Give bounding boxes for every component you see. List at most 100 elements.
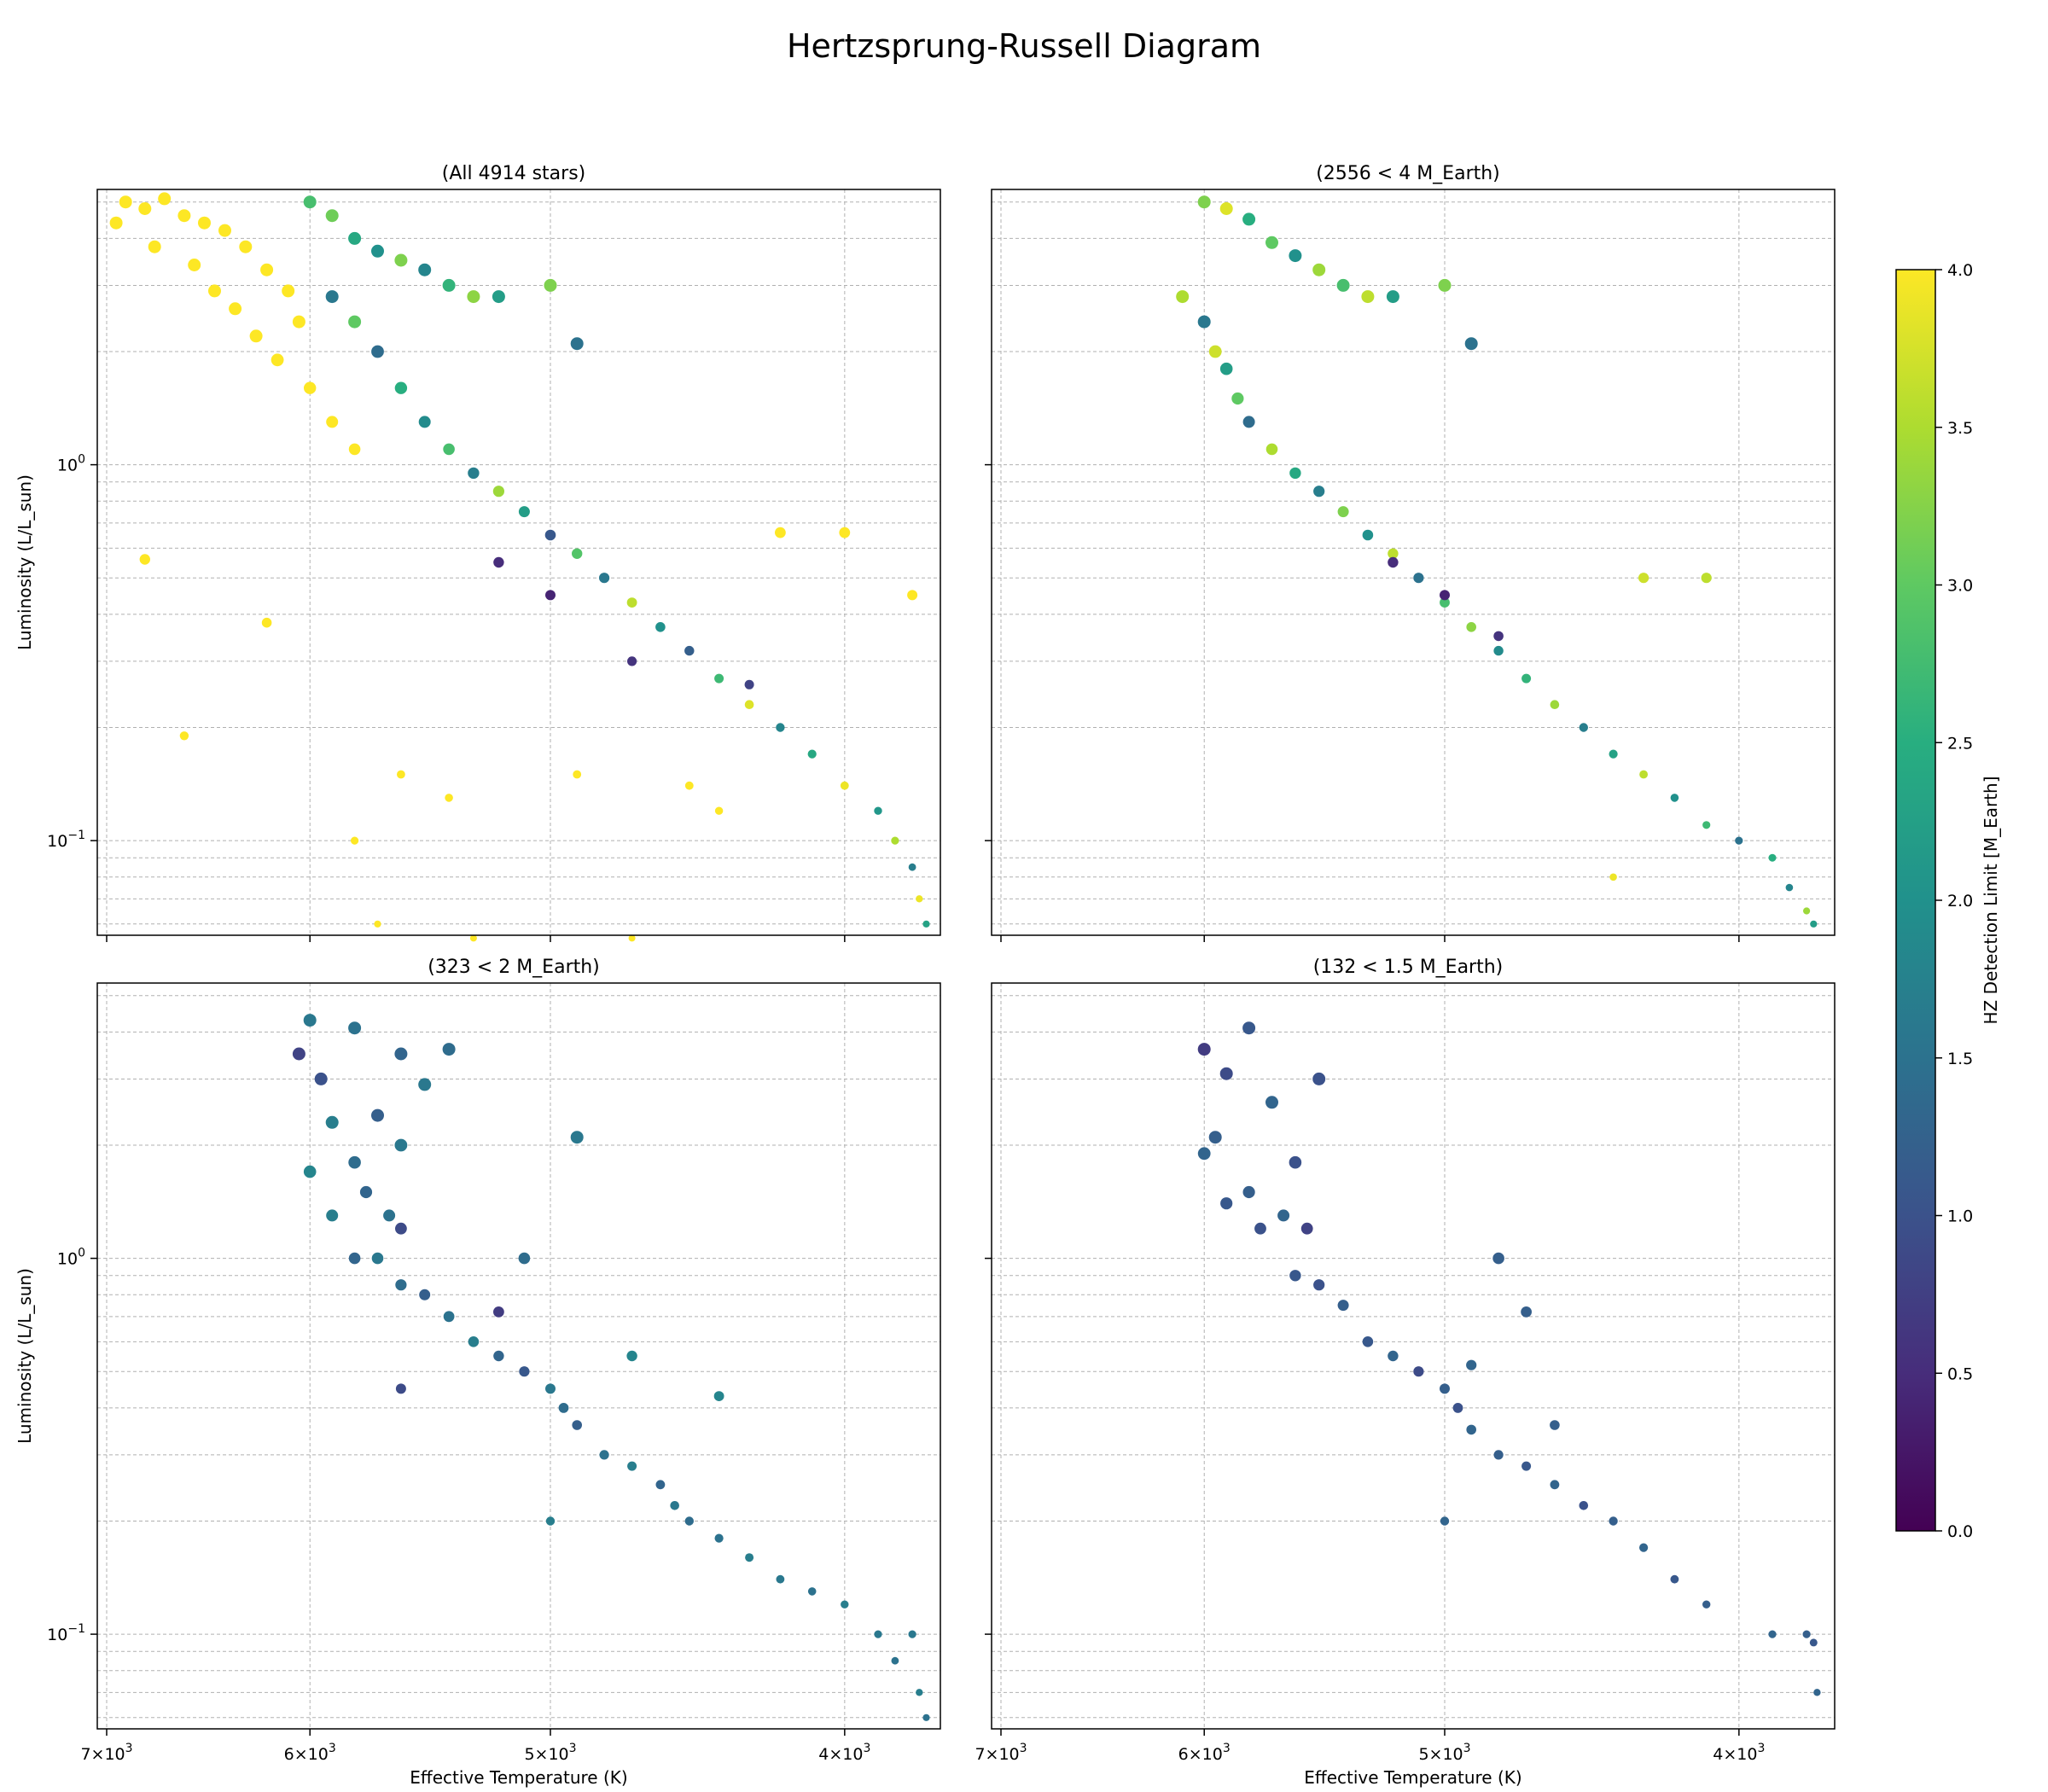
star-point [292,1047,305,1061]
star-point [775,527,786,538]
star-point [1265,236,1278,249]
star-point [519,1366,530,1377]
grid [992,983,1835,1729]
star-point [626,597,637,608]
star-point [1388,1350,1399,1362]
star-point [493,556,504,568]
star-point [397,770,405,779]
x-tick-label: 7×103 [975,1742,1027,1764]
star-point [325,209,339,223]
panel-all-stars: (All 4914 stars) 100 10−1 Luminosity (L/L… [15,163,941,942]
star-point [1388,548,1399,559]
star-point [374,920,381,928]
star-point [572,1420,582,1430]
star-point [443,1311,455,1323]
star-point [468,1336,480,1347]
star-point [359,1185,373,1199]
star-point [348,231,362,245]
scatter-points [1197,1021,1821,1696]
star-point [1735,836,1743,845]
star-point [394,381,408,394]
star-point [1609,749,1618,759]
star-point [570,1131,584,1144]
star-point [1289,249,1302,263]
star-point [776,1574,785,1584]
star-point [493,1350,504,1362]
star-point [445,794,453,802]
star-point [1803,907,1811,915]
star-point [1386,290,1399,304]
star-point [348,1021,362,1035]
star-point [1300,1222,1313,1235]
star-point [1208,345,1222,358]
star-point [1220,1197,1233,1210]
star-point [326,416,339,428]
star-point [348,1252,361,1265]
star-point [418,263,432,276]
star-point [544,278,557,292]
scatter-points [292,1014,930,1721]
star-point [395,1279,407,1291]
star-point [1289,1155,1302,1169]
star-point [1609,873,1617,881]
y-tick-label: 10−1 [47,829,85,851]
star-point [177,209,191,223]
colorbar-tick-label: 3.5 [1947,419,1973,438]
plot-frame [991,982,1836,1730]
plot-frame [991,189,1836,936]
colorbar-label: HZ Detection Limit [M_Earth] [1981,776,2001,1024]
star-point [303,1014,317,1027]
star-point [1219,362,1233,375]
star-point [1638,573,1649,584]
star-point [1242,212,1256,226]
star-point [1493,645,1504,656]
grid [97,983,940,1729]
star-point [626,1350,637,1362]
x-axis-label: Effective Temperature (K) [410,1767,627,1788]
star-point [1492,1252,1504,1265]
star-point [776,723,785,732]
star-point [1312,263,1326,276]
star-point [684,1516,694,1526]
colorbar-tick-label: 2.0 [1947,892,1973,911]
star-point [1289,1270,1301,1282]
star-point [518,1252,531,1265]
star-point [371,1252,384,1265]
star-point [599,1450,609,1460]
star-point [908,863,916,871]
x-tick-marks [106,1729,846,1736]
star-point [188,259,201,271]
star-point [1452,1403,1463,1413]
star-point [599,573,610,584]
star-point [922,1713,930,1721]
star-point [303,195,317,209]
star-point [840,781,849,790]
star-point [394,1047,408,1061]
star-point [1639,770,1648,779]
star-point [670,1501,679,1510]
x-axis-label: Effective Temperature (K) [1304,1767,1521,1788]
star-point [371,244,384,258]
star-point [807,1587,817,1596]
star-point [1440,590,1450,601]
star-point [627,656,637,666]
star-point [383,1209,396,1222]
star-point [1809,1638,1818,1647]
star-point [371,345,384,358]
star-point [655,1480,666,1490]
x-tick-label: 4×103 [1713,1742,1765,1764]
star-point [1413,573,1424,584]
star-point [1289,467,1301,480]
x-tick-marks [1000,1729,1740,1736]
star-point [1768,853,1777,862]
scatter-points [109,192,930,942]
star-point [1438,278,1452,292]
star-point [261,617,272,628]
star-point [1466,1424,1476,1435]
star-point [1493,631,1504,642]
colorbar-tick-label: 1.0 [1947,1207,1973,1226]
star-point [1336,278,1350,292]
star-point [1493,1450,1504,1460]
star-point [684,781,694,790]
colorbar-tick-label: 0.5 [1947,1364,1973,1383]
